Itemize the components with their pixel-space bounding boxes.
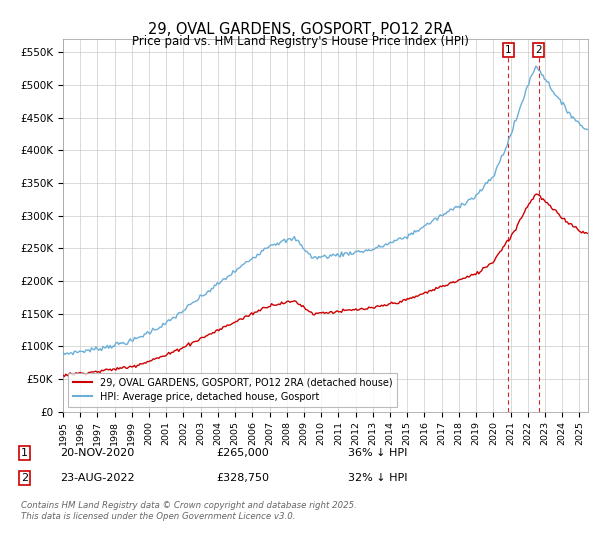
Text: 20-NOV-2020: 20-NOV-2020: [60, 448, 134, 458]
Text: 2: 2: [535, 45, 542, 55]
Text: £265,000: £265,000: [216, 448, 269, 458]
Text: 2: 2: [21, 473, 28, 483]
Text: £328,750: £328,750: [216, 473, 269, 483]
Text: 36% ↓ HPI: 36% ↓ HPI: [348, 448, 407, 458]
Text: 23-AUG-2022: 23-AUG-2022: [60, 473, 134, 483]
Text: 1: 1: [505, 45, 512, 55]
Text: 32% ↓ HPI: 32% ↓ HPI: [348, 473, 407, 483]
Text: Contains HM Land Registry data © Crown copyright and database right 2025.
This d: Contains HM Land Registry data © Crown c…: [21, 501, 357, 521]
Text: Price paid vs. HM Land Registry's House Price Index (HPI): Price paid vs. HM Land Registry's House …: [131, 35, 469, 48]
Text: 29, OVAL GARDENS, GOSPORT, PO12 2RA: 29, OVAL GARDENS, GOSPORT, PO12 2RA: [148, 22, 452, 38]
Text: 1: 1: [21, 448, 28, 458]
Legend: 29, OVAL GARDENS, GOSPORT, PO12 2RA (detached house), HPI: Average price, detach: 29, OVAL GARDENS, GOSPORT, PO12 2RA (det…: [68, 373, 397, 407]
